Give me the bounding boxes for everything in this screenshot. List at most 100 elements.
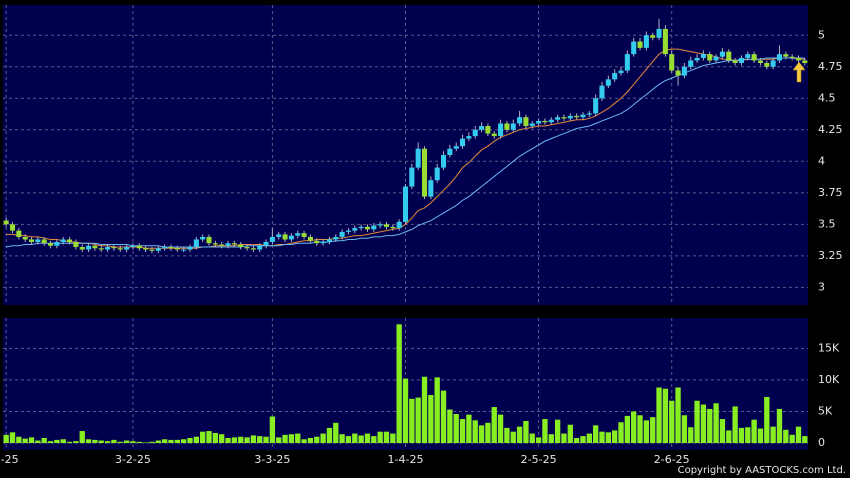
candle-body <box>162 247 168 249</box>
volume-bar <box>719 419 726 444</box>
volume-bar <box>415 397 421 444</box>
volume-bar <box>567 424 573 444</box>
volume-bar <box>377 431 383 444</box>
y2-tick-label: 0 <box>818 436 825 449</box>
candle-body <box>60 239 66 242</box>
volume-bar <box>136 441 142 444</box>
candle-body <box>536 120 542 124</box>
y-tick-label: 4.5 <box>818 91 836 104</box>
volume-bar <box>111 439 117 444</box>
candle-body <box>181 249 187 251</box>
candle-body <box>726 51 732 61</box>
candle-body <box>295 233 301 236</box>
volume-bar <box>3 434 9 444</box>
volume-bar <box>409 398 415 444</box>
volume-bar <box>459 419 466 444</box>
volume-bar <box>440 390 447 444</box>
x-tick-label: 2-6-25 <box>654 453 690 466</box>
candle-body <box>333 236 339 240</box>
volume-bar <box>738 427 745 444</box>
volume-bar <box>73 441 79 444</box>
candle-body <box>238 244 244 248</box>
candle-body <box>314 240 320 244</box>
candle-body <box>624 54 630 71</box>
candle-body <box>269 236 275 242</box>
candle-body <box>307 236 313 241</box>
candle-body <box>523 117 529 127</box>
volume-bar <box>453 414 459 444</box>
volume-bar <box>485 422 491 444</box>
candle-body <box>707 54 713 61</box>
candle-body <box>244 247 250 249</box>
candle-body <box>9 224 16 231</box>
volume-bar <box>225 438 231 444</box>
candle-body <box>67 239 73 242</box>
y-tick-label: 3.75 <box>818 186 843 199</box>
volume-bar <box>491 407 497 444</box>
volume-bar <box>66 441 73 444</box>
candle-body <box>383 224 390 227</box>
candle-body <box>124 247 130 250</box>
candle-body <box>460 138 466 147</box>
volume-bar <box>428 395 434 444</box>
volume-bar <box>478 425 485 444</box>
candle-body <box>548 119 554 123</box>
candle-body <box>555 117 561 120</box>
candle-body <box>41 239 47 244</box>
candle-body <box>402 186 409 222</box>
volume-bar <box>345 436 352 444</box>
candle-body <box>3 220 9 225</box>
x-tick-label: 3-3-25 <box>254 453 290 466</box>
volume-bar <box>219 434 225 444</box>
volume-bar <box>656 387 662 444</box>
candle-body <box>738 57 744 63</box>
volume-bar <box>339 434 345 444</box>
volume-bar <box>751 419 757 444</box>
candle-body <box>143 248 149 250</box>
volume-bar <box>193 436 199 444</box>
volume-bar <box>282 434 288 444</box>
candle-body <box>73 241 79 248</box>
candle-body <box>263 241 269 246</box>
candle-body <box>498 123 504 137</box>
volume-bar <box>523 420 529 444</box>
candle-body <box>168 247 174 249</box>
volume-bar <box>535 437 542 444</box>
y-tick-label: 5 <box>818 28 825 41</box>
volume-bar <box>396 324 402 444</box>
volume-bar <box>326 427 333 444</box>
y-tick-label: 4.25 <box>818 123 843 136</box>
candle-body <box>111 247 117 249</box>
candle-body <box>54 241 60 246</box>
volume-bar <box>22 438 28 444</box>
candle-body <box>377 224 383 226</box>
volume-bar <box>301 439 307 444</box>
volume-bar <box>573 438 580 444</box>
candle-body <box>669 54 675 71</box>
volume-bar <box>795 426 802 444</box>
candle-body <box>206 236 212 244</box>
candle-body <box>764 62 770 67</box>
candle-body <box>662 28 668 55</box>
volume-bar <box>79 431 85 444</box>
candle-body <box>605 79 611 86</box>
volume-bar <box>244 437 250 444</box>
volume-bar <box>554 419 561 444</box>
volume-bar <box>257 436 263 444</box>
candle-body <box>485 126 491 134</box>
candle-body <box>719 51 725 57</box>
candle-body <box>434 167 440 181</box>
candle-body <box>542 120 548 123</box>
candle-body <box>599 85 605 99</box>
volume-bar <box>662 388 669 444</box>
candle-body <box>732 60 738 63</box>
candle-body <box>586 113 592 115</box>
volume-bar <box>231 437 238 444</box>
candle-body <box>16 230 22 237</box>
candle-body <box>250 248 256 250</box>
y2-tick-label: 5K <box>818 404 833 417</box>
candle-body <box>681 66 687 76</box>
volume-bar <box>250 435 257 444</box>
marks: 3 3.25 3.5 3.75 4 4.25 4.5 4.75 5 0 5K 10K 15K 1-25 3-… <box>0 5 843 466</box>
volume-bar <box>466 414 472 444</box>
